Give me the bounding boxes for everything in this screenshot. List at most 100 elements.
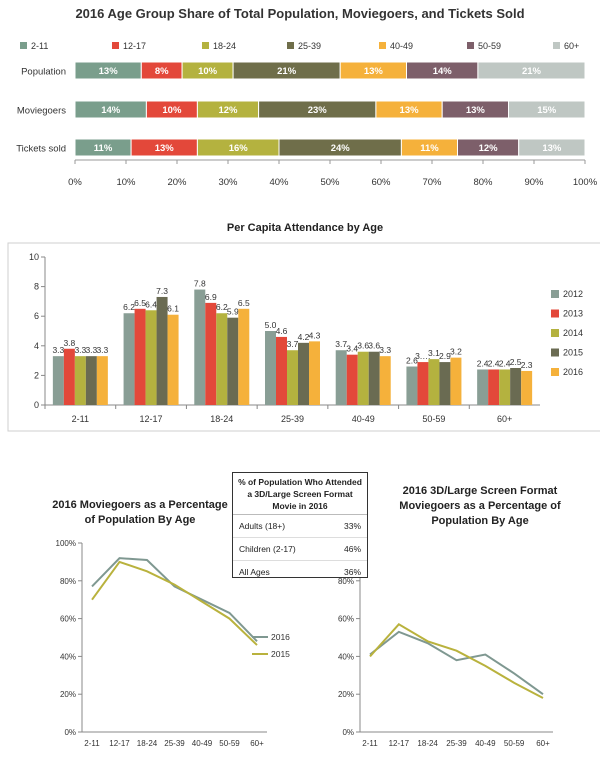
data-label: 3.3 [96, 345, 108, 355]
category-label: Population [21, 67, 66, 78]
bar [521, 370, 533, 405]
x-tick-label: 50-59 [219, 739, 240, 748]
data-label: 8% [155, 66, 169, 77]
data-label: 13% [542, 143, 562, 154]
y-tick-label: 6 [34, 311, 39, 321]
data-label: 2.4 [477, 358, 489, 368]
bar [265, 331, 276, 405]
x-tick-label: 12-17 [109, 739, 130, 748]
legend-swatch [379, 42, 386, 49]
series-line [369, 622, 544, 699]
x-tick-label: 50% [320, 177, 340, 188]
bar [428, 359, 440, 405]
bar [276, 336, 287, 405]
data-label: 16% [229, 143, 249, 154]
data-label: 2.5 [510, 357, 522, 367]
inset-row: Adults (18+) 33% [233, 515, 367, 538]
data-label: 11% [94, 143, 113, 154]
stacked-chart: 2-11 12-17 18-24 25-39 40-49 50-59 60+ Populati… [16, 41, 598, 188]
legend-label: 2016 [271, 632, 290, 642]
data-label: 13% [466, 105, 486, 116]
legend-swatch [467, 42, 474, 49]
inset-row: Children (2-17) 46% [233, 538, 367, 561]
y-tick-label: 60% [60, 615, 76, 624]
bar [309, 341, 320, 405]
data-label: 14% [433, 66, 453, 77]
bar [335, 350, 347, 405]
data-label: 3.4 [346, 344, 358, 354]
inset-row-value: 46% [343, 544, 361, 554]
data-label: 23% [308, 105, 328, 116]
x-tick-label: 90% [524, 177, 544, 188]
chart-title: Population By Age [431, 515, 528, 527]
x-tick-label: 25-39 [446, 739, 467, 748]
y-tick-label: 2 [34, 370, 39, 380]
legend-swatch [553, 42, 560, 49]
legend-label: 60+ [564, 41, 579, 51]
x-tick-label: 18-24 [417, 739, 438, 748]
chart-title: 2016 Moviegoers as a Percentage [52, 499, 227, 511]
x-tick-label: 70% [422, 177, 442, 188]
data-label: 13% [400, 105, 420, 116]
data-label: 11% [420, 143, 439, 154]
bar [238, 308, 250, 405]
bar [287, 350, 298, 405]
legend-label: 2014 [563, 328, 583, 338]
data-label: 6.2 [123, 302, 135, 312]
y-tick-label: 4 [34, 341, 39, 351]
bar [227, 317, 239, 405]
y-tick-label: 0% [342, 728, 354, 737]
x-tick-label: 60+ [497, 414, 512, 424]
bar [134, 308, 146, 405]
chart-title: of Population By Age [85, 514, 196, 526]
legend-label: 40-49 [390, 41, 413, 51]
data-label: 3.6 [357, 341, 369, 351]
bar [156, 296, 168, 405]
bar [450, 357, 462, 405]
x-tick-label: 18-24 [210, 414, 233, 424]
data-label: 4.2 [298, 332, 310, 342]
data-label: 5.0 [265, 320, 277, 330]
data-label: 4.3 [309, 330, 321, 340]
x-tick-label: 18-24 [137, 739, 158, 748]
legend-label: 2-11 [31, 41, 48, 51]
inset-row: All Ages 36% [233, 561, 367, 583]
bar [205, 302, 217, 405]
chart-title: Moviegoers as a Percentage of [399, 500, 561, 512]
data-label: 3.3 [379, 345, 391, 355]
data-label: 21% [522, 66, 542, 77]
x-tick-label: 2-11 [84, 739, 100, 748]
data-label: 13% [364, 66, 384, 77]
data-label: 13% [99, 66, 119, 77]
bar [439, 362, 451, 405]
bar [298, 342, 309, 405]
inset-row-label: Children (2-17) [239, 544, 296, 554]
x-tick-label: 25-39 [164, 739, 185, 748]
data-label: 3.3 [52, 345, 64, 355]
bar [52, 356, 64, 405]
data-label: 3.… [415, 351, 431, 361]
data-label: 3.2 [450, 347, 462, 357]
data-label: 3.1 [428, 348, 440, 358]
inset-row-label: All Ages [239, 567, 270, 577]
bar [510, 368, 522, 405]
bar-segment [508, 100, 586, 119]
y-tick-label: 60% [338, 615, 354, 624]
data-label: 6.1 [167, 304, 179, 314]
bar [417, 362, 429, 405]
data-label: 3.8 [63, 338, 75, 348]
data-label: 14% [101, 105, 121, 116]
x-tick-label: 40-49 [352, 414, 375, 424]
data-label: 24% [331, 143, 351, 154]
x-tick-label: 30% [218, 177, 238, 188]
legend-swatch [551, 290, 559, 298]
bar [123, 313, 135, 405]
bar [85, 356, 97, 405]
data-label: 2.4 [488, 358, 500, 368]
chart-title: 2016 3D/Large Screen Format [403, 485, 558, 497]
inset-row-value: 36% [343, 567, 361, 577]
data-label: 13% [155, 143, 175, 154]
legend-label: 2015 [563, 348, 583, 358]
